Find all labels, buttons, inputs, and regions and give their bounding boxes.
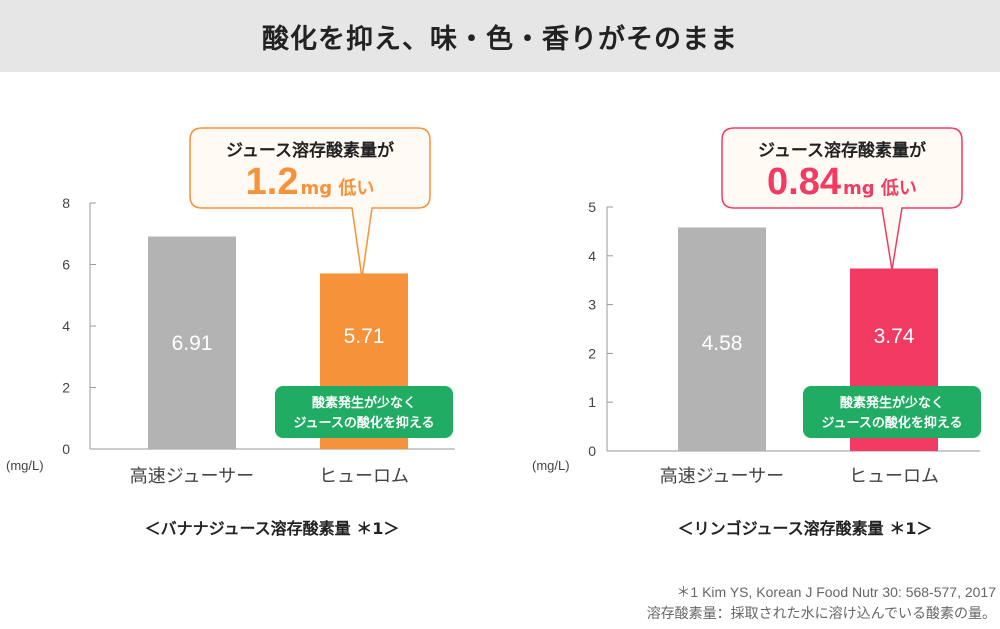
y-tick-label: 5	[588, 199, 596, 215]
benefit-badge-line1: 酸素発生が少なく	[312, 395, 416, 411]
benefit-badge	[275, 386, 453, 438]
y-tick-label: 8	[62, 195, 70, 211]
y-tick-label: 6	[62, 257, 70, 273]
banana-juice-chart: 02468(mg/L)6.91高速ジューサー5.71ヒューロム酸素発生が少なくジ…	[6, 127, 455, 538]
y-axis-unit-label: (mg/L)	[6, 458, 44, 473]
callout-difference-value: 0.84	[767, 161, 841, 203]
bar-value-label: 4.58	[702, 332, 743, 355]
y-tick-label: 4	[62, 318, 70, 334]
footnote-citation: ＊1 Kim YS, Korean J Food Nutr 30: 568-57…	[676, 584, 996, 600]
y-tick-label: 2	[62, 380, 70, 396]
callout-difference-unit: mg 低い	[843, 177, 917, 199]
benefit-badge-line2: ジュースの酸化を抑える	[821, 415, 962, 431]
difference-callout	[189, 127, 431, 279]
bar-value-label: 3.74	[874, 325, 915, 348]
callout-heading: ジュース溶存酸素量が	[226, 140, 394, 161]
x-category-label: 高速ジューサー	[130, 466, 254, 487]
y-tick-label: 1	[588, 394, 596, 410]
x-category-label: ヒューロム	[849, 466, 939, 487]
callout-heading: ジュース溶存酸素量が	[758, 140, 926, 161]
apple-juice-chart: 0 1 2 3 4 5 (mg/L) 4.58 高速ジューサー 3.74 ヒューロム 酸素発生が少なく…	[532, 127, 981, 538]
chart-title: ＜バナナジュース溶存酸素量 ＊1＞	[145, 519, 400, 538]
y-tick-label: 0	[62, 441, 70, 457]
y-tick-label: 2	[588, 345, 596, 361]
callout-difference-unit: mg 低い	[300, 177, 374, 199]
difference-callout	[721, 127, 963, 271]
benefit-badge-line1: 酸素発生が少なく	[840, 395, 944, 411]
callout-value-line: 0.84 mg 低い	[767, 161, 917, 203]
bar-high-speed-juicer	[678, 227, 766, 451]
y-tick-label: 3	[588, 297, 596, 313]
y-tick-label: 4	[588, 248, 596, 264]
footnote-definition: 溶存酸素量：採取された水に溶け込んでいる酸素の量。	[646, 605, 996, 621]
x-category-label: ヒューロム	[319, 466, 409, 487]
callout-difference-value: 1.2	[246, 161, 299, 203]
y-tick-label: 0	[588, 443, 596, 459]
y-axis-unit-label: (mg/L)	[532, 458, 570, 473]
bar-value-label: 6.91	[172, 332, 213, 355]
benefit-badge	[803, 386, 981, 438]
page-title: 酸化を抑え、味・色・香りがそのまま	[262, 23, 738, 55]
bar-value-label: 5.71	[344, 325, 385, 348]
x-category-label: 高速ジューサー	[660, 466, 784, 487]
chart-title: ＜リンゴジュース溶存酸素量 ＊1＞	[678, 519, 933, 538]
callout-value-line: 1.2 mg 低い	[246, 161, 375, 203]
header-banner: 酸化を抑え、味・色・香りがそのまま	[0, 0, 1000, 72]
bar-high-speed-juicer	[148, 236, 236, 449]
benefit-badge-line2: ジュースの酸化を抑える	[293, 415, 434, 431]
